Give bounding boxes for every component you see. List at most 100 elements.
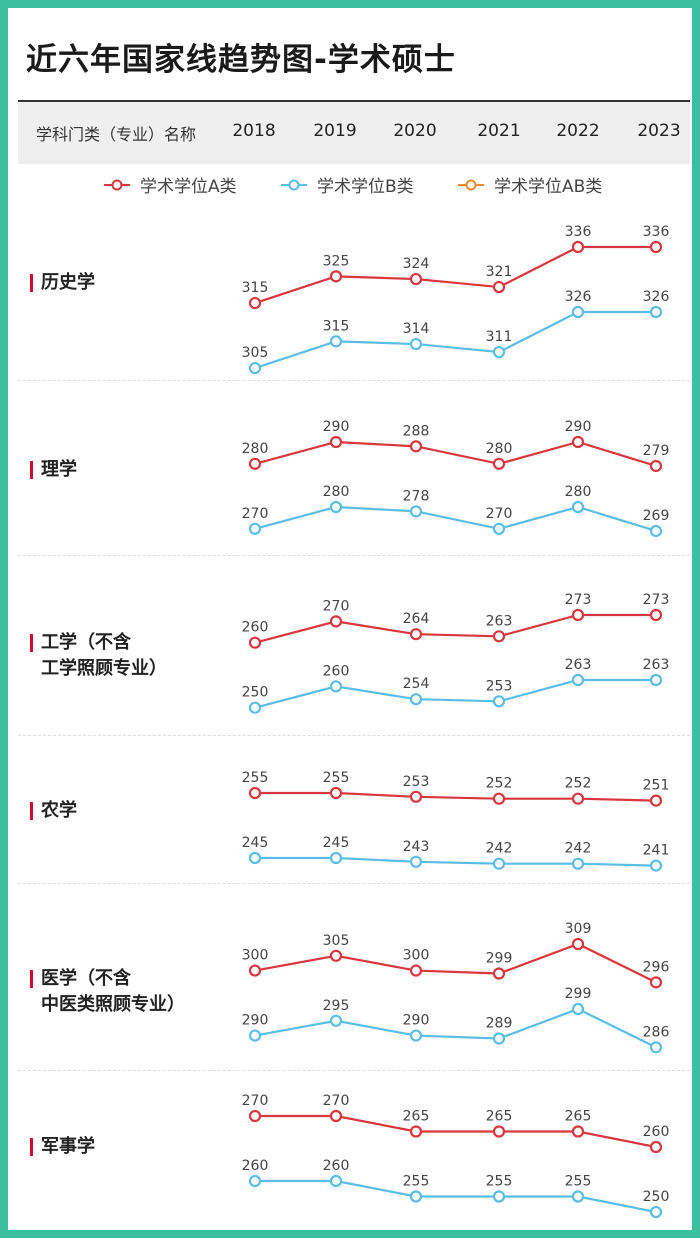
data-label: 288 [403, 423, 430, 439]
data-label: 250 [643, 1189, 670, 1205]
row-label-agriculture: 农学 [30, 798, 77, 824]
data-point [409, 505, 423, 518]
legend-label: 学术学位B类 [317, 177, 414, 197]
data-point [571, 608, 585, 622]
data-point [248, 361, 262, 375]
data-point [492, 857, 506, 870]
data-point [571, 937, 585, 951]
row-divider [18, 380, 690, 381]
data-point [248, 296, 262, 310]
data-point [248, 1029, 262, 1042]
data-point [329, 680, 343, 693]
data-point [571, 1190, 585, 1203]
data-label: 300 [242, 948, 269, 964]
year-header-2022: 2022 [556, 121, 600, 141]
data-label: 251 [643, 778, 670, 794]
series-line [255, 791, 657, 802]
data-label: 264 [403, 611, 430, 627]
data-label: 324 [403, 256, 430, 272]
data-point [329, 949, 343, 962]
data-point [248, 1174, 262, 1188]
series-line [254, 613, 656, 644]
data-point [492, 522, 506, 535]
data-point [492, 630, 506, 643]
data-point [649, 240, 663, 254]
data-label: 280 [242, 441, 269, 457]
data-point [649, 1041, 663, 1054]
data-label: 253 [403, 774, 430, 790]
series-line [254, 440, 657, 468]
data-label: 270 [242, 506, 269, 522]
data-point [248, 1109, 262, 1123]
data-point [571, 1125, 585, 1138]
data-point [329, 1014, 343, 1027]
data-label: 265 [486, 1109, 513, 1125]
data-point [492, 280, 506, 294]
data-label: 255 [242, 770, 269, 786]
data-point [649, 976, 663, 989]
data-label: 252 [565, 776, 592, 792]
data-label: 280 [323, 484, 350, 500]
legend-item-b: 学术学位B类 [281, 172, 414, 197]
data-label: 260 [643, 1124, 670, 1140]
legend-line-marker-icon [458, 179, 484, 190]
data-point [248, 701, 262, 714]
data-point [649, 608, 663, 622]
data-point [649, 524, 663, 538]
row-divider [18, 883, 690, 884]
data-label: 300 [403, 948, 430, 964]
legend-item-a: 学术学位A类 [104, 172, 237, 197]
legend-label: 学术学位A类 [140, 177, 237, 197]
data-label: 336 [643, 224, 670, 240]
data-point [409, 693, 423, 706]
data-point [492, 1190, 506, 1203]
series-line [254, 505, 657, 533]
row-label-military: 军事学 [30, 1134, 95, 1160]
data-label: 290 [323, 419, 350, 435]
data-label: 260 [242, 620, 269, 636]
chart-card: 近六年国家线趋势图-学术硕士 学科门类（专业）名称 2018 2019 2020… [8, 8, 692, 1230]
data-point [571, 857, 585, 870]
series-line [254, 942, 657, 984]
legend-line-marker-icon [281, 179, 307, 190]
data-point [649, 673, 663, 687]
data-point [329, 270, 343, 283]
data-label: 263 [486, 613, 513, 629]
data-label: 255 [323, 770, 350, 786]
row-accent-bar [30, 802, 33, 820]
data-label: 311 [486, 329, 513, 345]
page-title: 近六年国家线趋势图-学术硕士 [26, 42, 456, 78]
series-line [254, 310, 656, 370]
data-label: 290 [403, 1013, 430, 1029]
data-label: 245 [242, 835, 269, 851]
data-label: 252 [486, 776, 513, 792]
series-line [254, 678, 656, 709]
data-point [329, 615, 343, 628]
data-label: 279 [643, 443, 670, 459]
data-point [329, 786, 343, 800]
data-point [248, 786, 262, 800]
header-label: 学科门类（专业）名称 [36, 125, 197, 144]
data-point [649, 794, 663, 807]
data-label: 245 [323, 835, 350, 851]
year-header-2021: 2021 [477, 121, 521, 141]
legend: 学术学位A类 学术学位B类 学术学位AB类 [8, 172, 692, 197]
data-point [248, 636, 262, 649]
data-label: 273 [643, 592, 670, 608]
data-point [409, 790, 423, 803]
row-label-engineering: 工学（不含 工学照顾专业） [30, 630, 167, 682]
data-label: 286 [643, 1024, 670, 1040]
row-divider [18, 555, 690, 556]
legend-item-ab: 学术学位AB类 [458, 172, 602, 197]
data-label: 260 [242, 1158, 269, 1174]
row-label-medicine: 医学（不含 中医类照顾专业） [30, 966, 185, 1018]
data-point [571, 792, 585, 805]
data-label: 326 [643, 289, 670, 305]
data-label: 289 [486, 1016, 513, 1032]
data-label: 250 [242, 685, 269, 701]
trend-lines-plot: 315 325 324 321 336 336 305 315 314 311 326 326 280 2… [242, 224, 670, 1219]
data-label: 336 [565, 224, 592, 240]
data-point [248, 964, 262, 977]
year-header-2023: 2023 [637, 121, 681, 141]
data-point [492, 1125, 506, 1138]
